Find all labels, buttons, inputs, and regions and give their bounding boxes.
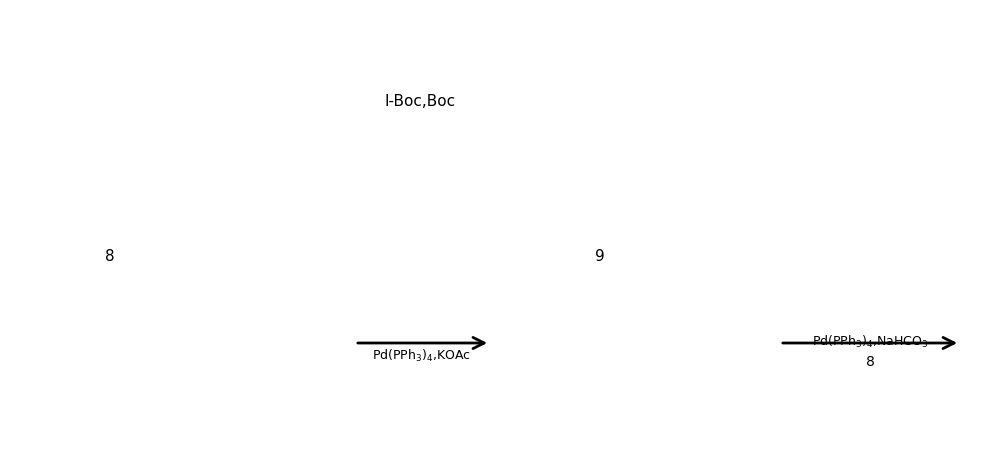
Text: 9: 9	[595, 249, 605, 263]
Text: Pd(PPh$_3$)$_4$,NaHCO$_3$: Pd(PPh$_3$)$_4$,NaHCO$_3$	[812, 333, 928, 350]
Text: 8: 8	[866, 354, 874, 368]
Text: I-Boc,Boc: I-Boc,Boc	[384, 94, 456, 109]
Text: Pd(PPh$_3$)$_4$,KOAc: Pd(PPh$_3$)$_4$,KOAc	[372, 347, 472, 363]
Text: 8: 8	[105, 249, 115, 263]
